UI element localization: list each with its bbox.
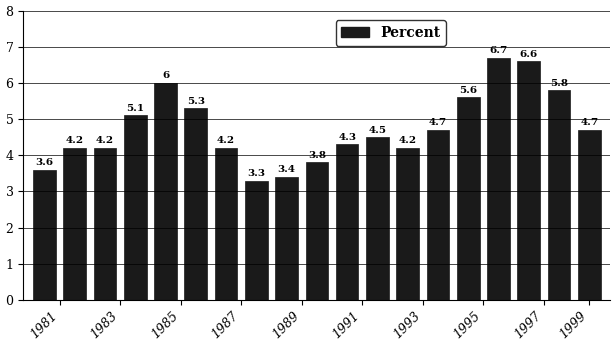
Text: 4.7: 4.7	[580, 118, 598, 127]
Text: 5.1: 5.1	[126, 104, 144, 113]
Text: 3.3: 3.3	[248, 169, 265, 178]
Text: 4.2: 4.2	[399, 136, 416, 145]
Text: 6.7: 6.7	[489, 46, 508, 55]
Bar	[548, 90, 570, 300]
Text: 3.6: 3.6	[35, 158, 54, 167]
Text: 3.4: 3.4	[278, 166, 296, 175]
Text: 5.8: 5.8	[550, 78, 568, 87]
Bar	[396, 148, 419, 300]
Text: 4.2: 4.2	[96, 136, 114, 145]
Bar	[457, 98, 479, 300]
Text: 4.7: 4.7	[429, 118, 447, 127]
Bar	[366, 137, 389, 300]
Bar	[336, 144, 359, 300]
Bar	[33, 170, 56, 300]
Bar	[124, 116, 147, 300]
Text: 4.2: 4.2	[66, 136, 84, 145]
Bar	[63, 148, 86, 300]
Text: 3.8: 3.8	[308, 151, 326, 160]
Bar	[275, 177, 298, 300]
Bar	[245, 180, 268, 300]
Bar	[578, 130, 601, 300]
Bar	[184, 108, 207, 300]
Bar	[215, 148, 237, 300]
Bar	[487, 58, 510, 300]
Bar	[154, 83, 177, 300]
Bar	[517, 61, 540, 300]
Text: 5.3: 5.3	[187, 97, 205, 106]
Text: 4.3: 4.3	[338, 133, 356, 142]
Bar	[426, 130, 449, 300]
Bar	[306, 162, 328, 300]
Text: 6: 6	[162, 71, 169, 81]
Legend: Percent: Percent	[336, 20, 445, 45]
Bar	[94, 148, 116, 300]
Text: 6.6: 6.6	[520, 50, 538, 59]
Text: 4.5: 4.5	[368, 126, 386, 135]
Text: 4.2: 4.2	[217, 136, 235, 145]
Text: 5.6: 5.6	[459, 86, 477, 95]
